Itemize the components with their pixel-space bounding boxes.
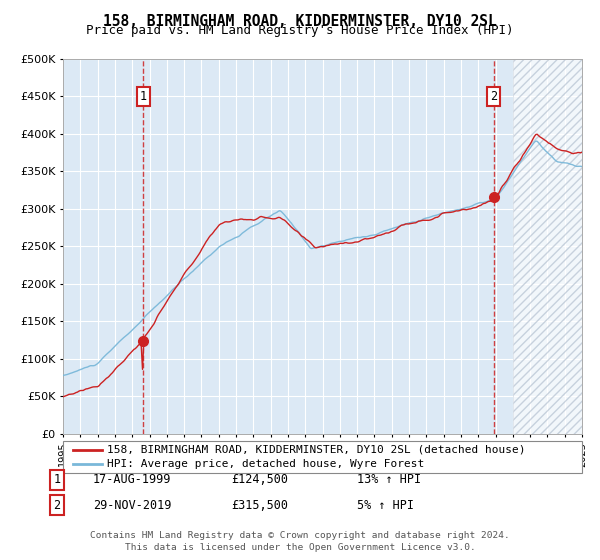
Text: £315,500: £315,500 (231, 498, 288, 512)
Text: 2: 2 (490, 90, 497, 103)
Text: £124,500: £124,500 (231, 473, 288, 487)
Text: 2: 2 (53, 498, 61, 512)
Text: 13% ↑ HPI: 13% ↑ HPI (357, 473, 421, 487)
Text: 17-AUG-1999: 17-AUG-1999 (93, 473, 172, 487)
Text: HPI: Average price, detached house, Wyre Forest: HPI: Average price, detached house, Wyre… (107, 459, 424, 469)
Text: Contains HM Land Registry data © Crown copyright and database right 2024.
This d: Contains HM Land Registry data © Crown c… (90, 531, 510, 552)
Text: 5% ↑ HPI: 5% ↑ HPI (357, 498, 414, 512)
Text: 1: 1 (53, 473, 61, 487)
Text: 158, BIRMINGHAM ROAD, KIDDERMINSTER, DY10 2SL: 158, BIRMINGHAM ROAD, KIDDERMINSTER, DY1… (103, 14, 497, 29)
Text: 1: 1 (140, 90, 146, 103)
Text: 158, BIRMINGHAM ROAD, KIDDERMINSTER, DY10 2SL (detached house): 158, BIRMINGHAM ROAD, KIDDERMINSTER, DY1… (107, 445, 526, 455)
Text: Price paid vs. HM Land Registry's House Price Index (HPI): Price paid vs. HM Land Registry's House … (86, 24, 514, 37)
FancyBboxPatch shape (63, 441, 582, 473)
Text: 29-NOV-2019: 29-NOV-2019 (93, 498, 172, 512)
